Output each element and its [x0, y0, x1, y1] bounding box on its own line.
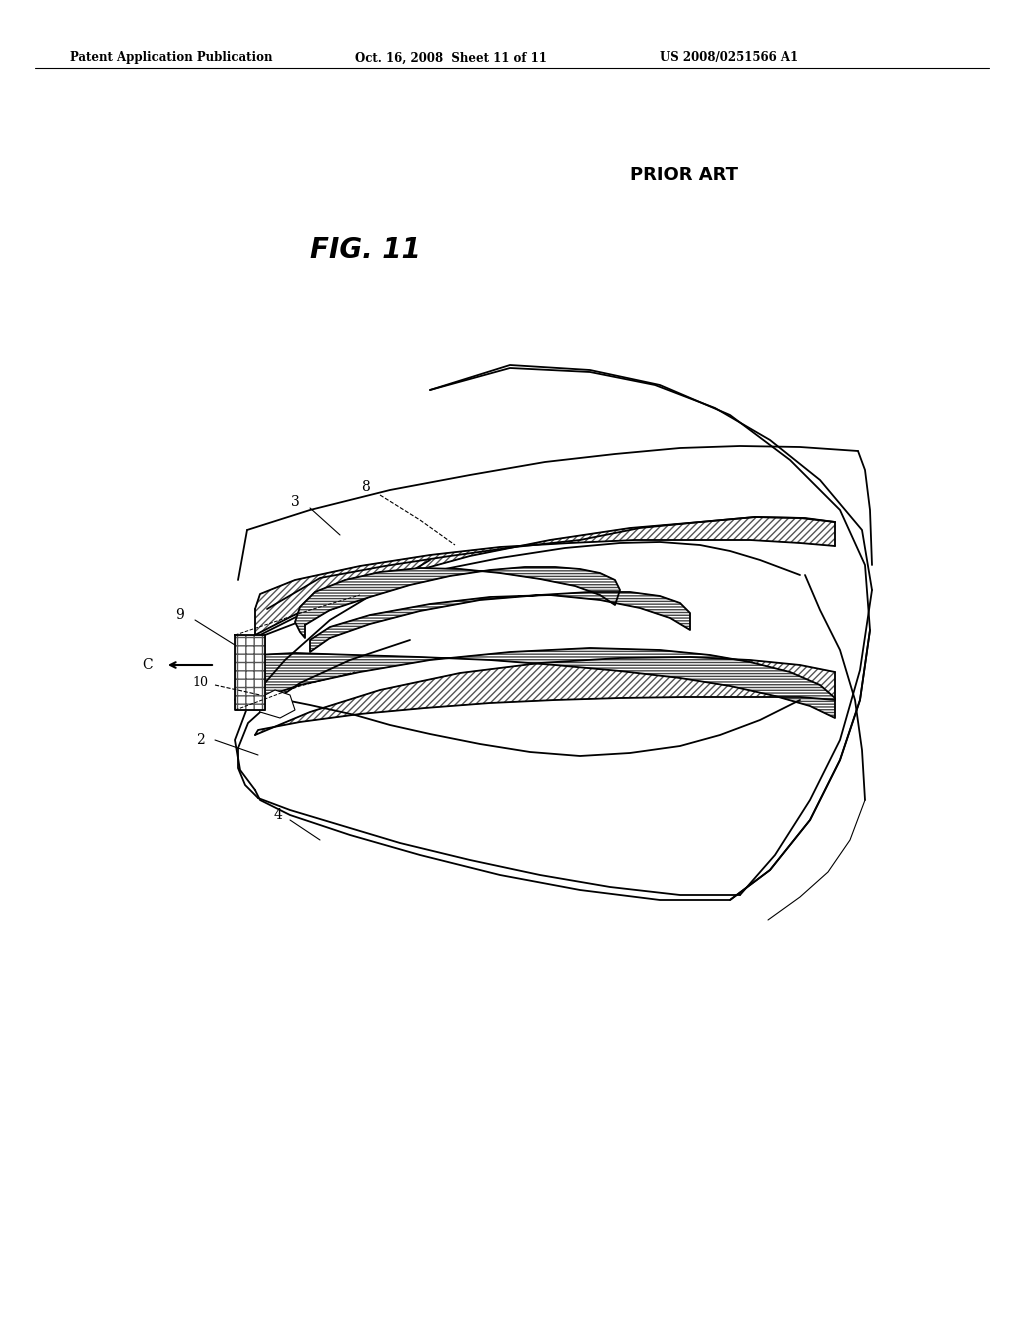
- Text: 4: 4: [273, 808, 283, 822]
- Text: PRIOR ART: PRIOR ART: [630, 166, 738, 183]
- Text: US 2008/0251566 A1: US 2008/0251566 A1: [660, 51, 798, 65]
- Polygon shape: [255, 517, 835, 635]
- Text: 3: 3: [291, 495, 299, 510]
- Polygon shape: [255, 690, 295, 718]
- Polygon shape: [255, 657, 835, 735]
- Text: 8: 8: [360, 480, 370, 494]
- Text: 2: 2: [196, 733, 205, 747]
- Polygon shape: [255, 648, 835, 718]
- Polygon shape: [295, 568, 620, 638]
- Text: 9: 9: [176, 609, 184, 622]
- Polygon shape: [234, 635, 265, 710]
- Polygon shape: [310, 591, 690, 652]
- Polygon shape: [234, 572, 430, 735]
- Text: C: C: [142, 657, 154, 672]
- Polygon shape: [234, 366, 870, 900]
- Text: 10: 10: [193, 676, 208, 689]
- Polygon shape: [247, 446, 858, 609]
- Text: Oct. 16, 2008  Sheet 11 of 11: Oct. 16, 2008 Sheet 11 of 11: [355, 51, 547, 65]
- Text: FIG. 11: FIG. 11: [310, 236, 421, 264]
- Text: Patent Application Publication: Patent Application Publication: [70, 51, 272, 65]
